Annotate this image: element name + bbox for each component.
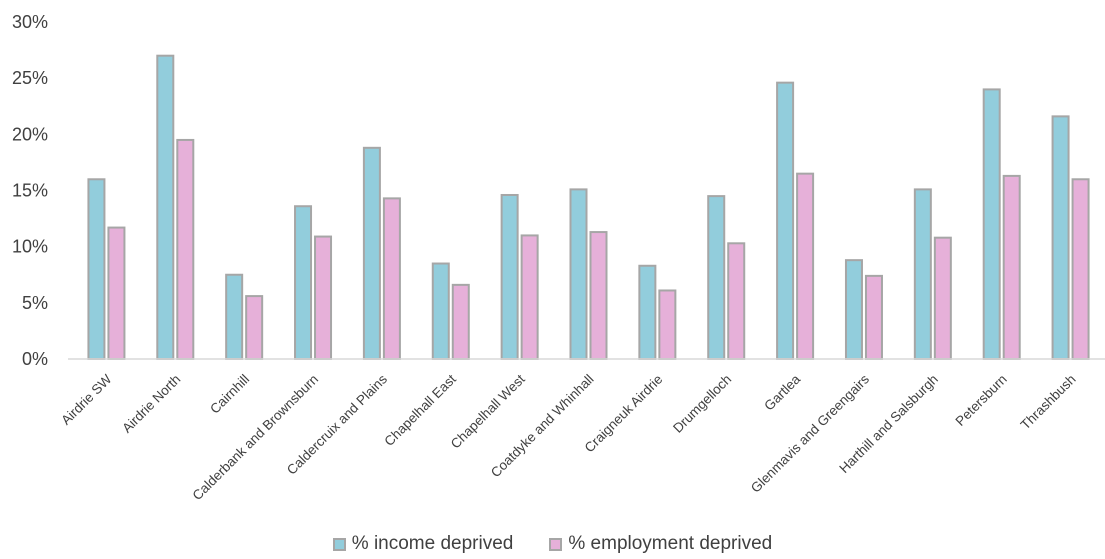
x-category-label: Calderbank and Brownsburn [190,372,322,504]
bar-income-deprived [638,264,657,360]
legend-swatch-employment [549,537,563,551]
y-tick-label: 10% [12,237,48,257]
bar-income-deprived [294,205,313,360]
bar-income-deprived [707,195,726,360]
bar-income-deprived [844,259,863,360]
bar-income-deprived [156,54,175,360]
x-category-label: Cairnhill [207,372,252,417]
bar-employment-deprived [1002,174,1021,360]
bar-employment-deprived [933,236,952,360]
bar-employment-deprived [520,234,539,360]
bar-employment-deprived [864,274,883,360]
bar-income-deprived [362,146,381,360]
legend-swatch-income [332,537,346,551]
bar-income-deprived [431,262,450,360]
bar-income-deprived [87,178,106,360]
bar-income-deprived [913,188,932,360]
x-category-label: Gartlea [761,371,803,413]
bar-employment-deprived [245,295,264,360]
bar-income-deprived [982,88,1001,361]
bar-employment-deprived [727,242,746,360]
bars [87,54,1090,361]
legend-label-income: % income deprived [351,533,514,554]
y-tick-label: 30% [12,12,48,32]
bar-employment-deprived [107,226,126,360]
x-category-label: Airdrie SW [58,371,114,427]
bar-income-deprived [776,81,795,360]
bar-income-deprived [569,188,588,360]
y-tick-label: 20% [12,124,48,144]
bar-income-deprived [500,193,519,360]
bar-employment-deprived [314,235,333,361]
legend-label-employment: % employment deprived [568,533,773,554]
x-category-label: Thrashbush [1018,372,1079,433]
x-category-label: Chapelhall West [448,371,528,451]
y-axis-ticks: 0% 5% 10% 15% 20% 25% 30% [12,12,48,369]
x-axis-labels: Airdrie SW Airdrie North CairnhillCalderba… [58,371,1078,503]
legend: % income deprived % employment deprived [0,533,1105,555]
y-tick-label: 25% [12,68,48,88]
bar-employment-deprived [451,283,470,360]
y-tick-label: 5% [22,293,48,313]
bar-employment-deprived [382,197,401,360]
bar-employment-deprived [1071,178,1090,360]
bar-employment-deprived [658,289,677,360]
x-category-label: Petersburn [953,372,1010,429]
bar-employment-deprived [589,231,608,361]
x-category-label: Drumgelloch [670,372,734,436]
bar-employment-deprived [176,138,195,360]
bar-employment-deprived [796,172,815,360]
legend-item-income: % income deprived [332,533,514,555]
x-category-label: Chapelhall East [381,371,459,449]
y-tick-label: 15% [12,181,48,201]
legend-item-employment: % employment deprived [549,533,772,555]
bar-income-deprived [1051,115,1070,360]
x-category-label: Airdrie North [119,372,183,436]
x-category-label: Glenmavis and Greengairs [748,371,872,495]
bar-income-deprived [225,273,244,360]
y-tick-label: 0% [22,349,48,369]
